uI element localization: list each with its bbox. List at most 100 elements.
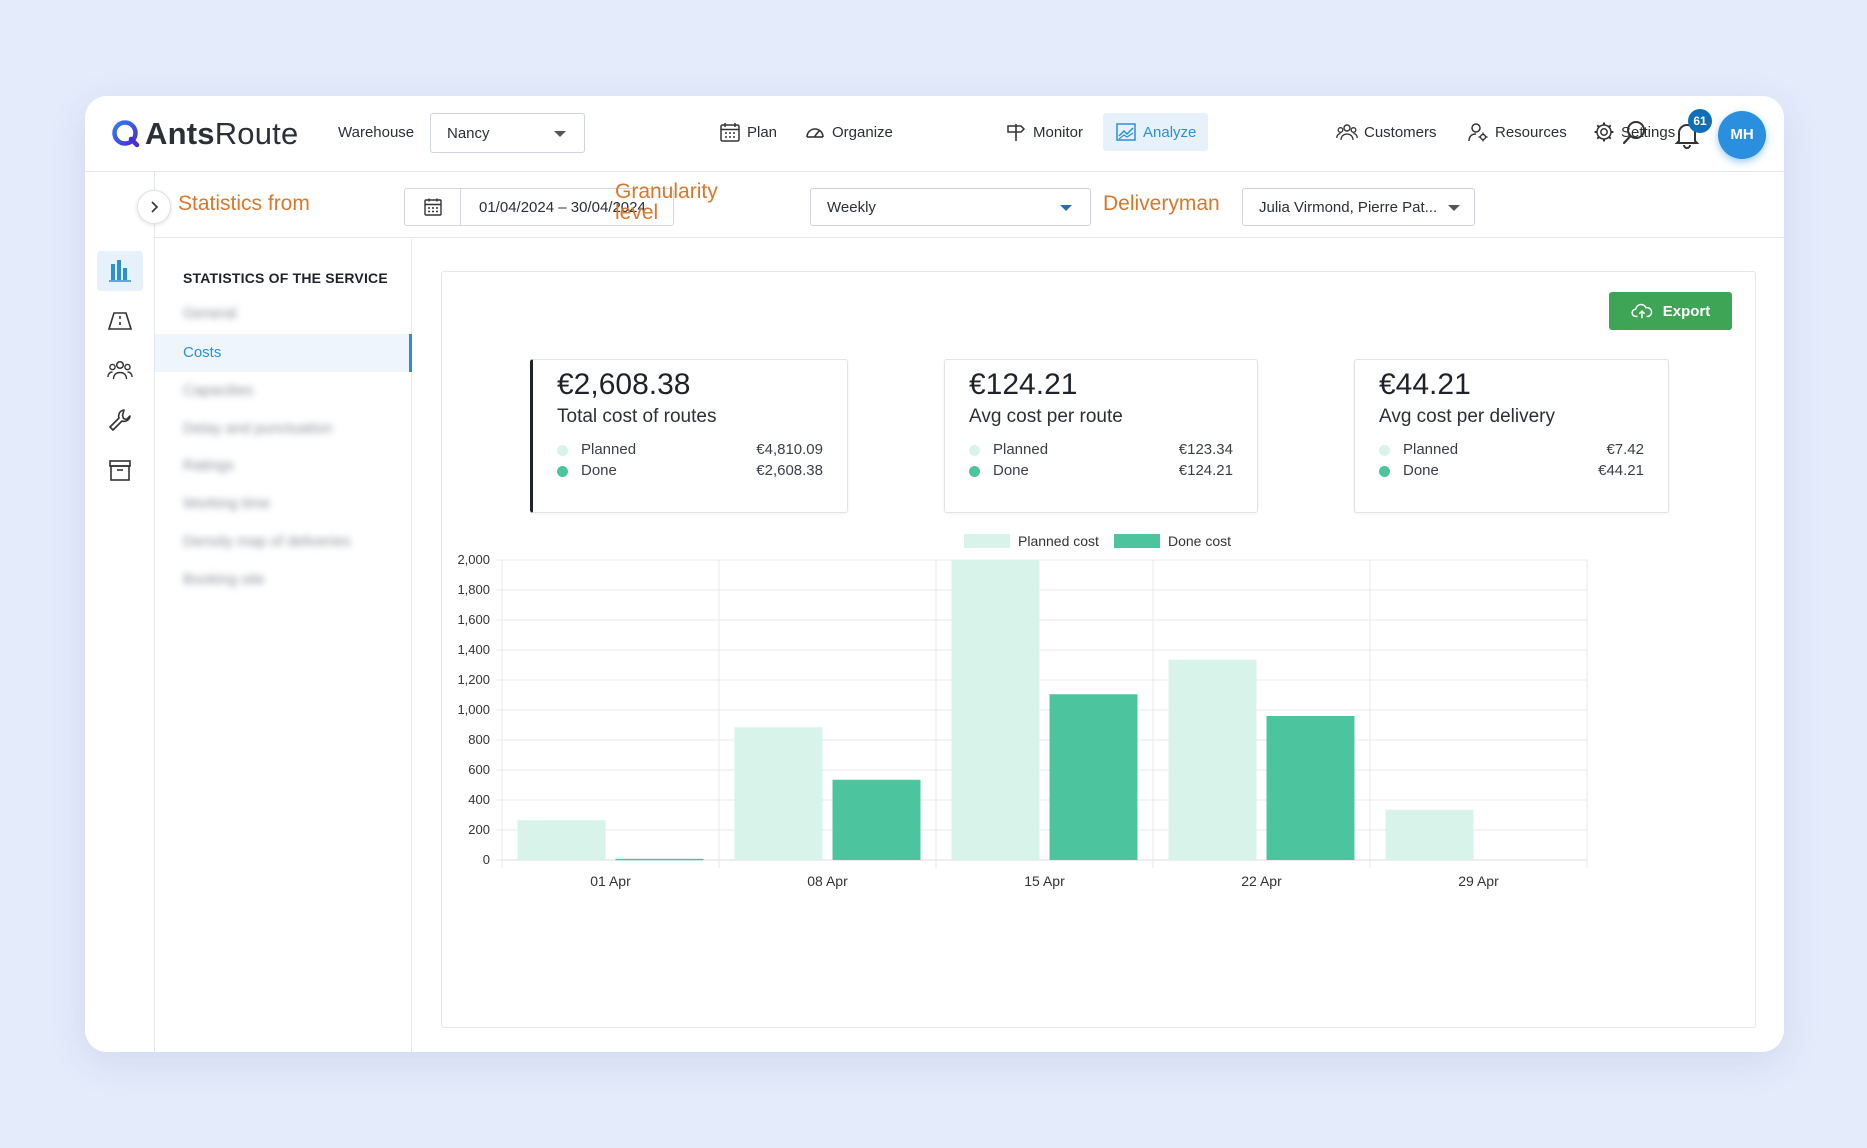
done-label: Done: [993, 462, 1029, 479]
app-logo[interactable]: AntsRoute: [111, 116, 298, 152]
user-avatar[interactable]: MH: [1718, 111, 1766, 159]
done-amount: €44.21: [1598, 462, 1644, 479]
group-icon: [107, 360, 133, 380]
nav-organize[interactable]: Organize: [792, 113, 905, 151]
x-tick-label: 15 Apr: [1024, 873, 1065, 889]
app-window: AntsRoute Warehouse Nancy Plan Organize …: [85, 96, 1784, 1052]
menu-item-density-map[interactable]: Density map of deliveries: [183, 533, 351, 550]
deliveryman-select[interactable]: Julia Virmond, Pierre Pat...: [1242, 188, 1475, 226]
date-range-value: 01/04/2024 – 30/04/2024: [479, 198, 646, 216]
kpi-done-row: Done €2,608.38: [557, 461, 823, 481]
x-tick-label: 08 Apr: [807, 873, 848, 889]
legend-swatch: [964, 534, 1010, 548]
nav-customers[interactable]: Customers: [1324, 113, 1449, 151]
kpi-label: Avg cost per route: [969, 406, 1123, 427]
menu-item-working-time[interactable]: Working time: [183, 495, 271, 512]
gauge-icon: [806, 128, 824, 138]
bar-done: [832, 779, 921, 860]
search-button[interactable]: [1621, 119, 1649, 147]
costs-bar-chart: 0 200 400 600 800 1,000 1,200 1,400 1,600 1,800 2,…: [457, 533, 1588, 889]
planned-dot: [969, 445, 980, 456]
kpi-done-row: Done €44.21: [1379, 461, 1644, 481]
bar-planned: [517, 820, 606, 860]
cloud-upload-icon: [1631, 303, 1653, 319]
done-amount: €2,608.38: [756, 462, 823, 479]
nav-resources[interactable]: Resources: [1455, 113, 1579, 151]
menu-item-delay[interactable]: Delay and punctuation: [183, 420, 333, 437]
nav-resources-label: Resources: [1495, 123, 1567, 141]
y-tick-label: 1,600: [457, 612, 490, 627]
bar-chart-icon: [109, 260, 131, 282]
road-icon: [107, 312, 133, 330]
rail-customers[interactable]: [97, 350, 143, 390]
y-tick-label: 1,400: [457, 642, 490, 657]
kpi-label: Total cost of routes: [557, 406, 717, 427]
resources-user-gear-icon: [1468, 123, 1488, 142]
chevron-down-icon: [554, 131, 566, 137]
menu-item-booking-site[interactable]: Booking site: [183, 571, 265, 588]
bar-planned: [1168, 659, 1257, 860]
planned-label: Planned: [993, 441, 1049, 458]
done-amount: €124.21: [1178, 462, 1233, 479]
chevron-down-icon: [1448, 205, 1460, 211]
nav-plan[interactable]: Plan: [707, 113, 789, 151]
menu-item-ratings[interactable]: Ratings: [183, 457, 234, 474]
kpi-label: Avg cost per delivery: [1379, 406, 1556, 427]
planned-dot: [1379, 445, 1390, 456]
nav-settings[interactable]: Settings: [1581, 113, 1687, 151]
kpi-card-avg-delivery: €44.21 Avg cost per delivery Planned €7.…: [1354, 359, 1669, 513]
y-tick-label: 200: [468, 822, 490, 837]
y-tick-label: 800: [468, 732, 490, 747]
menu-item-costs[interactable]: Costs: [155, 334, 412, 372]
calendar-icon: [423, 198, 442, 216]
granularity-value: Weekly: [827, 199, 876, 216]
planned-dot: [557, 445, 568, 456]
rail-archive[interactable]: [97, 450, 143, 490]
date-range-picker[interactable]: 01/04/2024 – 30/04/2024: [404, 188, 674, 226]
bar-planned: [951, 560, 1040, 860]
x-tick-label: 29 Apr: [1458, 873, 1499, 889]
menu-item-capacities[interactable]: Capacities: [183, 382, 254, 399]
kpi-planned-row: Planned €4,810.09: [557, 440, 823, 460]
y-tick-label: 600: [468, 762, 490, 777]
bar-done: [1266, 716, 1355, 860]
warehouse-value: Nancy: [447, 125, 490, 142]
x-tick-label: 22 Apr: [1241, 873, 1282, 889]
archive-box-icon: [109, 460, 131, 481]
planned-label: Planned: [1403, 441, 1459, 458]
nav-monitor[interactable]: Monitor: [993, 113, 1095, 151]
done-label: Done: [1403, 462, 1439, 479]
statistics-from-label: Statistics from: [178, 192, 310, 215]
notification-count-badge: 61: [1688, 109, 1712, 133]
rail-statistics[interactable]: [97, 251, 143, 291]
planned-amount: €4,810.09: [756, 441, 823, 458]
granularity-label: Granularity level: [615, 181, 718, 223]
costs-panel: Export €2,608.38 Total cost of routes Pl…: [441, 271, 1756, 1028]
kpi-planned-row: Planned €123.34: [969, 440, 1233, 460]
expand-sidebar-button[interactable]: [137, 190, 171, 224]
planned-label: Planned: [581, 441, 637, 458]
nav-monitor-label: Monitor: [1033, 123, 1084, 141]
planned-amount: €123.34: [1178, 441, 1233, 458]
date-picker-button[interactable]: [405, 189, 461, 225]
nav-organize-label: Organize: [832, 123, 893, 141]
export-button[interactable]: Export: [1609, 292, 1732, 330]
warehouse-select[interactable]: Nancy: [430, 113, 585, 153]
bar-planned: [734, 727, 823, 860]
statistics-filter-bar: Statistics from 01/04/2024 – 30/04/2024 …: [155, 172, 1784, 238]
menu-item-general[interactable]: General: [183, 305, 237, 322]
kpi-done-row: Done €124.21: [969, 461, 1233, 481]
rail-routes[interactable]: [97, 301, 143, 341]
search-icon: [1622, 121, 1645, 145]
done-dot: [969, 466, 980, 477]
kpi-value: €2,608.38: [557, 368, 691, 401]
kpi-planned-row: Planned €7.42: [1379, 440, 1644, 460]
nav-analyze[interactable]: Analyze: [1103, 113, 1209, 151]
legend-label: Planned cost: [1018, 533, 1099, 549]
export-label: Export: [1662, 302, 1711, 320]
customers-group-icon: [1336, 124, 1358, 141]
y-tick-label: 400: [468, 792, 490, 807]
granularity-select[interactable]: Weekly: [810, 188, 1091, 226]
y-tick-label: 2,000: [457, 552, 490, 567]
rail-tools[interactable]: [97, 400, 143, 440]
